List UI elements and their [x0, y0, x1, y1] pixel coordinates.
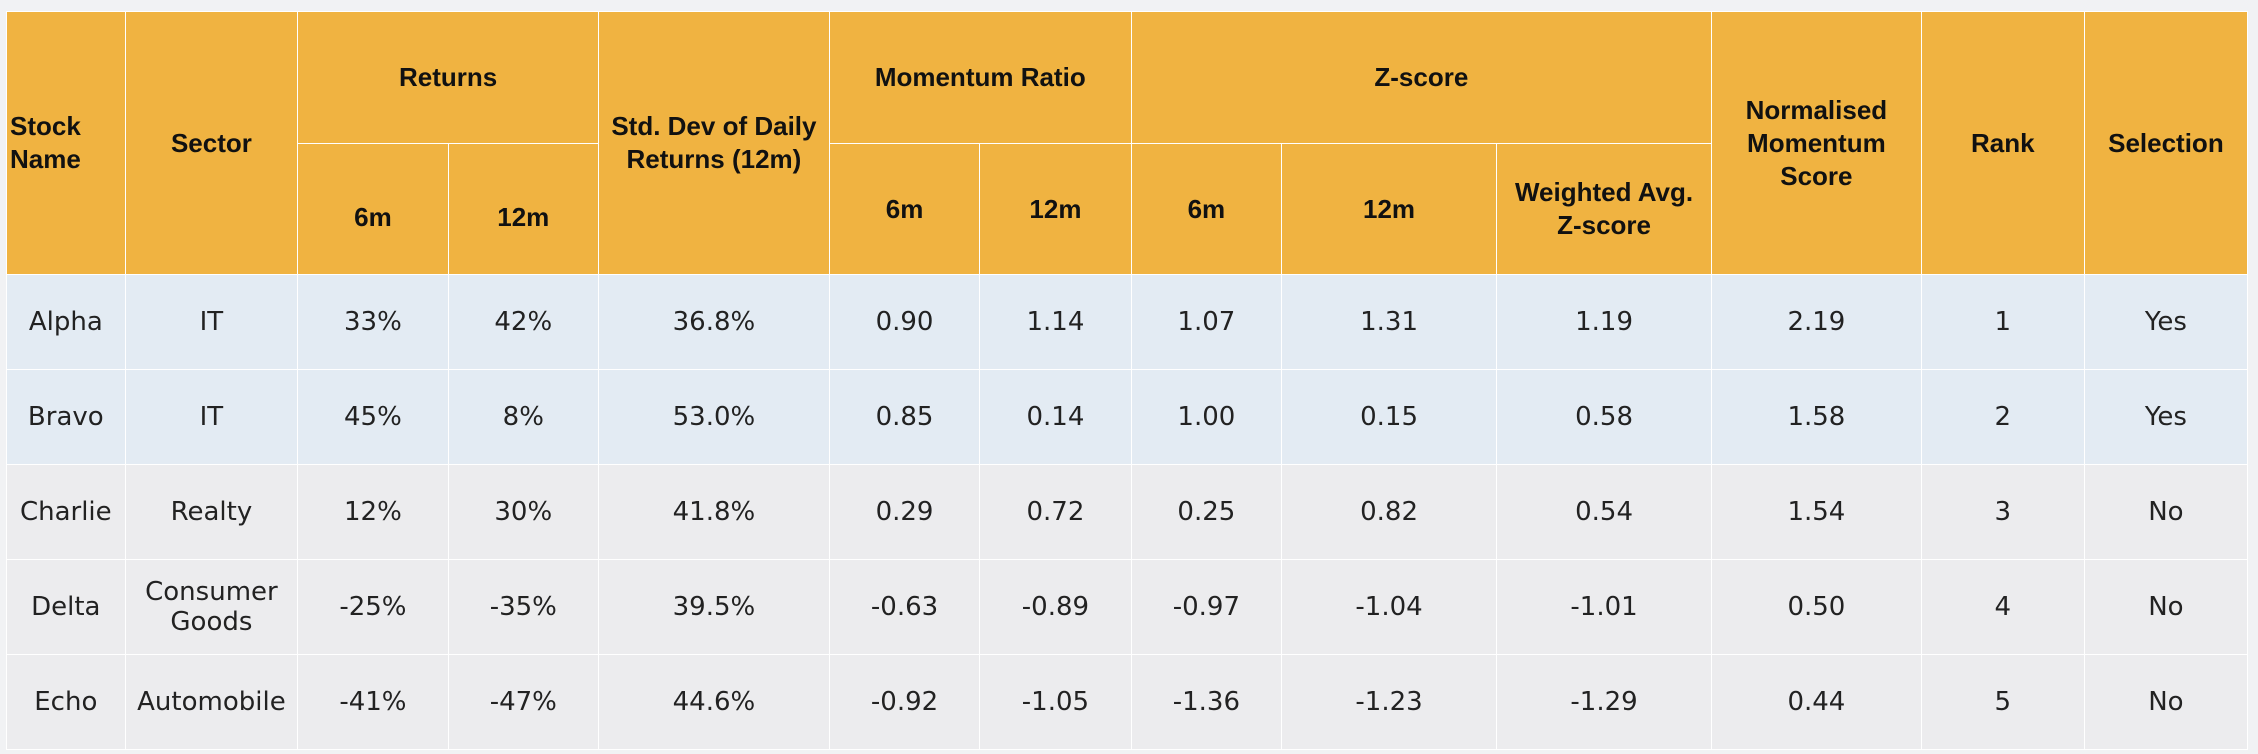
header-row-sub: 6m 12m 6m 12m 6m 12m Weighted Avg. Z-sco… — [7, 143, 2248, 275]
header-sector: Sector — [124, 11, 299, 275]
header-momentum-ratio: Momentum Ratio — [828, 11, 1132, 144]
cell-stock-name: Echo — [6, 654, 126, 750]
header-stock-name: Stock Name — [6, 11, 126, 275]
cell-weighted-avg-zscore: -1.01 — [1496, 559, 1713, 655]
cell-zscore-6m: 1.00 — [1130, 369, 1283, 465]
cell-returns-6m: 45% — [297, 369, 449, 465]
cell-sector: IT — [124, 274, 299, 370]
cell-std-dev: 53.0% — [597, 369, 830, 465]
cell-std-dev: 39.5% — [597, 559, 830, 655]
cell-momentum-12m: 1.14 — [979, 274, 1132, 370]
cell-stock-name: Bravo — [6, 369, 126, 465]
cell-sector: Automobile — [124, 654, 299, 750]
cell-normalised-score: 0.50 — [1711, 559, 1922, 655]
cell-normalised-score: 1.54 — [1711, 464, 1922, 560]
header-returns: Returns — [297, 11, 599, 144]
cell-std-dev: 36.8% — [597, 274, 830, 370]
table-row: Charlie Realty 12% 30% 41.8% 0.29 0.72 0… — [6, 464, 2249, 560]
cell-momentum-6m: 0.85 — [828, 369, 981, 465]
table-row: Bravo IT 45% 8% 53.0% 0.85 0.14 1.00 0.1… — [6, 369, 2249, 465]
cell-zscore-6m: -1.36 — [1130, 654, 1283, 750]
cell-std-dev: 44.6% — [597, 654, 830, 750]
cell-returns-12m: -35% — [447, 559, 599, 655]
header-returns-6m: 6m — [297, 143, 449, 275]
cell-momentum-6m: 0.29 — [828, 464, 981, 560]
header-std-dev: Std. Dev of Daily Returns (12m) — [597, 11, 830, 275]
header-weighted-avg-zscore: Weighted Avg. Z-score — [1496, 143, 1713, 275]
cell-returns-12m: 8% — [447, 369, 599, 465]
cell-std-dev: 41.8% — [597, 464, 830, 560]
cell-selection: Yes — [2083, 369, 2249, 465]
cell-zscore-12m: 1.31 — [1281, 274, 1498, 370]
table-row: Echo Automobile -41% -47% 44.6% -0.92 -1… — [6, 654, 2249, 750]
cell-returns-12m: 42% — [447, 274, 599, 370]
cell-sector: Consumer Goods — [124, 559, 299, 655]
header-momentum-12m: 12m — [979, 143, 1132, 275]
cell-rank: 5 — [1920, 654, 2085, 750]
cell-weighted-avg-zscore: -1.29 — [1496, 654, 1713, 750]
header-returns-12m: 12m — [447, 143, 599, 275]
momentum-table-container: Stock Name Sector Returns Std. Dev of Da… — [6, 11, 2249, 750]
header-row-top: Stock Name Sector Returns Std. Dev of Da… — [6, 11, 2249, 275]
cell-momentum-12m: -0.89 — [979, 559, 1132, 655]
cell-rank: 2 — [1920, 369, 2085, 465]
cell-returns-6m: 33% — [297, 274, 449, 370]
cell-returns-6m: -25% — [297, 559, 449, 655]
cell-zscore-12m: 0.15 — [1281, 369, 1498, 465]
cell-sector: IT — [124, 369, 299, 465]
cell-normalised-score: 2.19 — [1711, 274, 1922, 370]
cell-weighted-avg-zscore: 1.19 — [1496, 274, 1713, 370]
cell-zscore-12m: -1.23 — [1281, 654, 1498, 750]
header-normalised-score: Normalised Momentum Score — [1711, 11, 1922, 275]
cell-selection: No — [2083, 464, 2249, 560]
cell-rank: 3 — [1920, 464, 2085, 560]
cell-momentum-6m: 0.90 — [828, 274, 981, 370]
header-momentum-6m: 6m — [828, 143, 981, 275]
header-rank: Rank — [1920, 11, 2085, 275]
cell-selection: No — [2083, 654, 2249, 750]
cell-zscore-6m: -0.97 — [1130, 559, 1283, 655]
cell-sector: Realty — [124, 464, 299, 560]
cell-normalised-score: 0.44 — [1711, 654, 1922, 750]
cell-rank: 4 — [1920, 559, 2085, 655]
cell-momentum-6m: -0.92 — [828, 654, 981, 750]
cell-zscore-12m: -1.04 — [1281, 559, 1498, 655]
table-row: Alpha IT 33% 42% 36.8% 0.90 1.14 1.07 1.… — [6, 274, 2249, 370]
cell-selection: Yes — [2083, 274, 2249, 370]
cell-momentum-12m: 0.14 — [979, 369, 1132, 465]
cell-returns-12m: -47% — [447, 654, 599, 750]
cell-zscore-12m: 0.82 — [1281, 464, 1498, 560]
cell-returns-12m: 30% — [447, 464, 599, 560]
cell-momentum-12m: 0.72 — [979, 464, 1132, 560]
cell-stock-name: Delta — [6, 559, 126, 655]
momentum-score-table: Stock Name Sector Returns Std. Dev of Da… — [6, 11, 2249, 750]
cell-stock-name: Alpha — [6, 274, 126, 370]
cell-stock-name: Charlie — [6, 464, 126, 560]
header-zscore: Z-score — [1130, 11, 1713, 144]
table-row: Delta Consumer Goods -25% -35% 39.5% -0.… — [6, 559, 2249, 655]
cell-momentum-6m: -0.63 — [828, 559, 981, 655]
cell-returns-6m: 12% — [297, 464, 449, 560]
cell-returns-6m: -41% — [297, 654, 449, 750]
header-zscore-6m: 6m — [1130, 143, 1283, 275]
cell-rank: 1 — [1920, 274, 2085, 370]
cell-selection: No — [2083, 559, 2249, 655]
cell-weighted-avg-zscore: 0.54 — [1496, 464, 1713, 560]
cell-momentum-12m: -1.05 — [979, 654, 1132, 750]
header-selection: Selection — [2083, 11, 2249, 275]
header-zscore-12m: 12m — [1281, 143, 1498, 275]
cell-zscore-6m: 0.25 — [1130, 464, 1283, 560]
cell-zscore-6m: 1.07 — [1130, 274, 1283, 370]
cell-weighted-avg-zscore: 0.58 — [1496, 369, 1713, 465]
cell-normalised-score: 1.58 — [1711, 369, 1922, 465]
